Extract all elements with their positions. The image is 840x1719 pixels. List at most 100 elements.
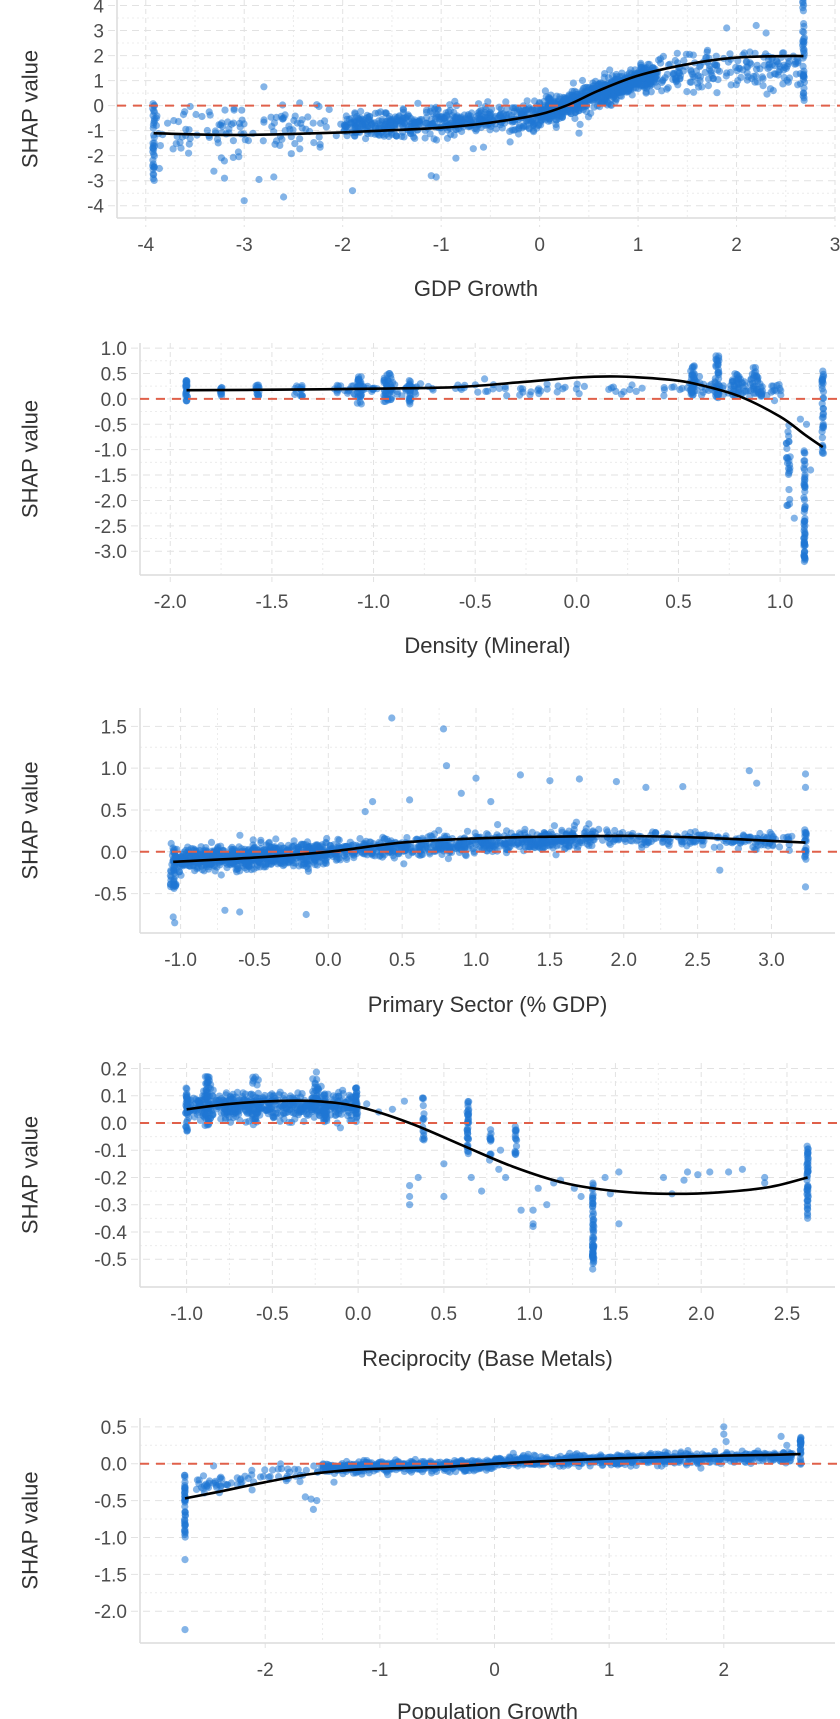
data-point <box>517 1206 525 1214</box>
data-point <box>280 1109 288 1117</box>
data-point <box>183 1093 191 1101</box>
data-point <box>713 89 721 97</box>
x-tick-label: 1.0 <box>516 1304 542 1325</box>
data-point <box>679 783 687 791</box>
data-point <box>514 839 522 847</box>
data-point <box>664 84 672 92</box>
data-point <box>591 77 600 85</box>
data-point <box>379 833 387 842</box>
data-point <box>399 116 407 124</box>
data-point <box>785 486 793 494</box>
data-point <box>729 376 737 384</box>
y-tick-label: -1.0 <box>94 441 127 462</box>
y-tick-label: 2 <box>93 47 104 68</box>
y-tick-label: -3.0 <box>94 542 127 563</box>
data-point <box>259 137 267 145</box>
data-point <box>644 838 652 846</box>
data-point <box>527 388 535 396</box>
data-point <box>150 176 158 184</box>
data-point <box>479 143 488 151</box>
data-point <box>632 387 640 395</box>
data-point <box>818 414 827 422</box>
data-point <box>357 393 365 401</box>
data-point <box>673 49 681 57</box>
data-point <box>569 79 578 87</box>
x-tick-label: -1.5 <box>256 592 289 613</box>
data-point <box>800 494 808 502</box>
data-point <box>687 67 695 76</box>
data-point <box>462 114 470 122</box>
data-point <box>457 789 465 797</box>
data-point <box>683 88 691 96</box>
data-point <box>260 116 268 124</box>
y-tick-label: 0.0 <box>101 1114 127 1135</box>
data-point <box>221 106 229 114</box>
data-point <box>362 135 370 143</box>
y-tick-label: 0.0 <box>101 390 127 411</box>
data-point <box>200 867 208 875</box>
data-point <box>628 837 636 845</box>
data-point <box>315 133 323 141</box>
data-point <box>419 1094 427 1102</box>
x-tick-label: 2.0 <box>611 950 637 971</box>
data-point <box>150 152 158 160</box>
data-point <box>534 1184 542 1192</box>
data-point <box>807 466 815 474</box>
data-point <box>248 1466 256 1474</box>
data-point <box>261 1466 269 1474</box>
data-point <box>519 122 528 130</box>
data-point <box>361 808 369 816</box>
x-tick-label: -3 <box>236 235 253 256</box>
data-point <box>406 389 414 397</box>
data-point <box>589 1194 597 1202</box>
data-point <box>284 841 293 849</box>
data-point <box>756 380 764 388</box>
data-point <box>422 108 431 116</box>
data-point <box>452 154 460 162</box>
data-point <box>794 81 802 89</box>
data-point <box>759 75 767 83</box>
data-point <box>727 81 735 89</box>
panel-density-mineral: 1.00.50.0-0.5-1.0-1.5-2.0-2.5-3.0-2.0 -1.… <box>18 339 840 658</box>
data-point <box>804 1214 812 1222</box>
data-point <box>299 861 307 870</box>
data-point <box>559 385 567 393</box>
data-point <box>281 127 289 135</box>
data-point <box>818 381 826 390</box>
data-point <box>177 144 185 152</box>
data-point <box>737 73 745 81</box>
data-point <box>680 57 688 65</box>
data-point <box>739 831 748 839</box>
data-point <box>381 109 389 117</box>
y-tick-label: -0.1 <box>94 1141 127 1162</box>
data-point <box>802 420 811 428</box>
data-point <box>290 116 298 124</box>
data-point <box>604 87 612 95</box>
data-point <box>257 836 265 844</box>
data-point <box>415 844 423 852</box>
data-point <box>229 860 238 868</box>
y-axis-title: SHAP value <box>18 1471 43 1589</box>
data-point <box>522 105 530 113</box>
data-point <box>410 133 418 141</box>
data-point <box>182 382 190 390</box>
data-point <box>589 1179 597 1187</box>
data-point <box>217 871 225 879</box>
data-point <box>501 385 509 393</box>
data-point <box>348 187 357 195</box>
data-point <box>400 1097 408 1105</box>
data-point <box>589 1207 597 1215</box>
data-point <box>724 58 733 66</box>
x-tick-label: -0.5 <box>256 1304 289 1325</box>
y-tick-label: -0.5 <box>94 415 127 436</box>
y-tick-label: -0.5 <box>94 1250 127 1271</box>
data-point <box>740 49 749 57</box>
data-point <box>476 107 484 115</box>
data-point <box>799 41 807 49</box>
data-point <box>775 68 783 76</box>
data-point <box>149 121 157 129</box>
data-point <box>421 134 429 142</box>
y-tick-label: -0.4 <box>94 1223 127 1244</box>
data-point <box>558 828 566 836</box>
data-point <box>414 99 422 107</box>
